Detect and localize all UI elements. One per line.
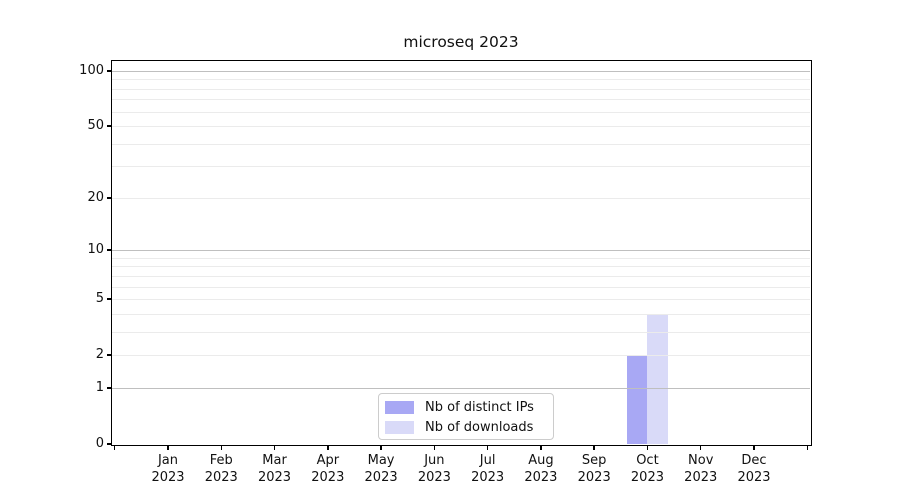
y-tick-label: 1 xyxy=(95,379,104,395)
legend-item-downloads: Nb of downloads xyxy=(385,419,545,436)
y-tick-label: 10 xyxy=(87,242,104,258)
x-tick xyxy=(273,445,276,450)
x-tick xyxy=(646,445,649,450)
gridline-minor xyxy=(112,331,810,333)
gridline-minor xyxy=(112,126,810,128)
legend-swatch-distinct-ips-icon xyxy=(385,401,414,414)
y-tick xyxy=(106,249,111,251)
y-tick-label: 20 xyxy=(87,189,104,205)
y-tick xyxy=(106,125,111,127)
x-tick-label: Jan 2023 xyxy=(151,453,185,485)
y-tick xyxy=(106,70,111,72)
bar-oct-2023-s0 xyxy=(626,355,648,444)
x-tick xyxy=(593,445,595,450)
y-tick-label: 5 xyxy=(95,291,104,307)
legend-item-distinct-ips: Nb of distinct IPs xyxy=(385,399,545,416)
y-tick xyxy=(106,354,111,356)
y-tick xyxy=(106,387,111,389)
x-tick-label: Dec 2023 xyxy=(737,453,771,485)
x-tick xyxy=(433,445,436,450)
gridline-minor xyxy=(112,313,810,315)
gridline-minor xyxy=(112,257,810,259)
gridline-minor xyxy=(112,111,810,113)
x-tick xyxy=(220,445,223,450)
x-tick-label: Feb 2023 xyxy=(204,453,238,485)
x-tick xyxy=(113,445,116,450)
gridline-minor xyxy=(112,197,810,199)
gridline-minor xyxy=(112,355,810,357)
x-tick xyxy=(699,445,702,450)
x-tick xyxy=(486,445,489,450)
gridline-major xyxy=(112,250,810,252)
gridline-minor xyxy=(112,275,810,277)
y-tick xyxy=(106,197,111,199)
y-tick-label: 0 xyxy=(95,436,104,451)
gridline-minor xyxy=(112,143,810,145)
x-tick-label: Jul 2023 xyxy=(471,453,505,485)
legend-label-downloads: Nb of downloads xyxy=(425,420,534,435)
x-tick-label: Sep 2023 xyxy=(577,453,611,485)
y-tick-label: 50 xyxy=(87,118,104,134)
y-tick xyxy=(106,443,111,445)
legend-swatch-downloads-icon xyxy=(385,421,414,434)
x-tick-label: Aug 2023 xyxy=(524,453,558,485)
x-tick xyxy=(167,445,169,450)
x-tick xyxy=(380,445,382,450)
x-tick xyxy=(753,445,755,450)
gridline-minor xyxy=(112,166,810,168)
x-tick xyxy=(806,445,809,450)
gridline-minor xyxy=(112,299,810,301)
plot-canvas xyxy=(112,61,810,444)
x-tick-label: Oct 2023 xyxy=(630,453,664,485)
x-tick xyxy=(540,445,542,450)
gridline-minor xyxy=(112,79,810,81)
x-tick-label: Nov 2023 xyxy=(684,453,718,485)
x-tick-label: Mar 2023 xyxy=(257,453,292,485)
gridline-major xyxy=(112,387,810,389)
y-tick-label: 2 xyxy=(95,347,104,363)
x-tick-label: Jun 2023 xyxy=(417,453,451,485)
x-tick-label: May 2023 xyxy=(364,453,398,485)
chart-title: microseq 2023 xyxy=(403,33,519,51)
legend: Nb of distinct IPs Nb of downloads xyxy=(378,393,554,440)
gridline-minor xyxy=(112,88,810,90)
x-tick-label: Apr 2023 xyxy=(311,453,345,485)
legend-label-distinct-ips: Nb of distinct IPs xyxy=(425,400,534,415)
plot-area-frame xyxy=(110,59,812,446)
y-tick-label: 100 xyxy=(79,62,104,78)
gridline-minor xyxy=(112,266,810,268)
gridline-minor xyxy=(112,99,810,101)
gridline-major xyxy=(112,70,810,72)
y-tick xyxy=(106,298,111,300)
bar-oct-2023-s1 xyxy=(647,313,668,444)
x-tick xyxy=(327,445,329,450)
gridline-minor xyxy=(112,286,810,288)
